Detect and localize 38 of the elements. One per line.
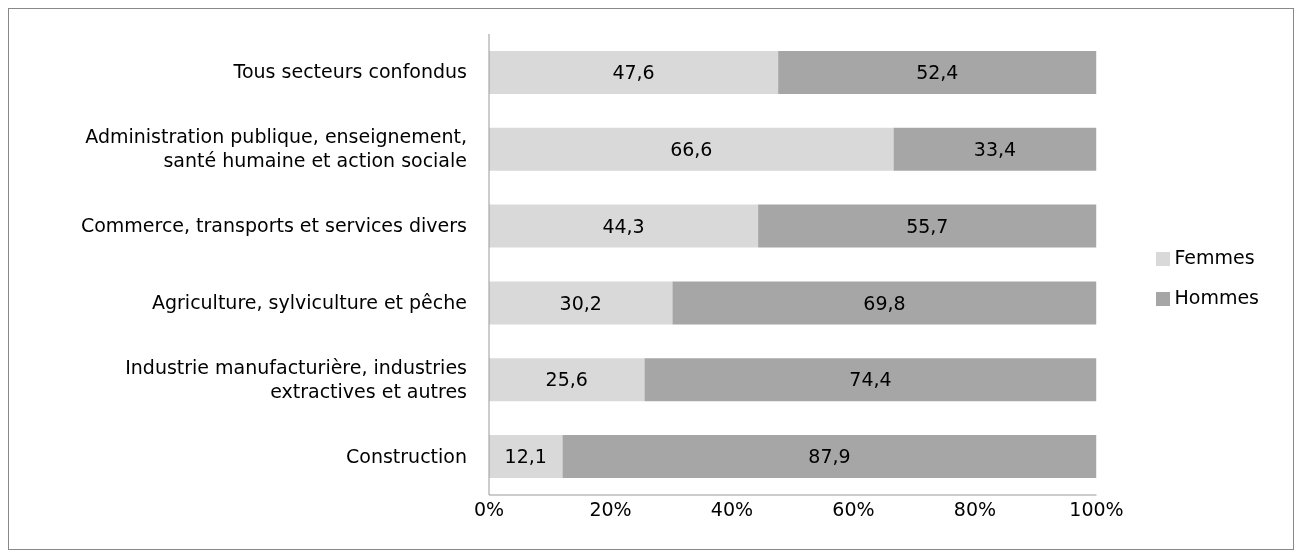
bar <box>489 435 563 479</box>
bar <box>562 435 1097 479</box>
data-label: 47,6 <box>612 61 655 84</box>
bar <box>489 358 645 402</box>
data-label: 52,4 <box>916 61 959 84</box>
legend-label: Hommes <box>1174 286 1259 308</box>
y-tick-label: Construction <box>346 444 467 467</box>
data-label: 55,7 <box>906 214 949 237</box>
bar <box>489 127 894 171</box>
legend-label: Femmes <box>1174 246 1255 268</box>
bar <box>489 281 673 325</box>
data-label: 44,3 <box>602 214 645 237</box>
x-tick-label: 0% <box>473 498 505 521</box>
x-tick-label: 80% <box>953 498 997 521</box>
bar <box>644 358 1097 402</box>
y-tick-label: Agriculture, sylviculture et pêche <box>151 290 467 313</box>
bar <box>758 204 1097 248</box>
bar <box>893 127 1097 171</box>
bar <box>778 50 1097 94</box>
bar <box>489 50 779 94</box>
y-tick-label: Tous secteurs confondus <box>232 60 467 83</box>
y-tick-label: Commerce, transports et services divers <box>80 214 467 237</box>
data-label: 74,4 <box>849 368 892 391</box>
data-label: 12,1 <box>504 445 547 468</box>
x-tick-label: 100% <box>1069 498 1124 521</box>
data-label: 25,6 <box>545 368 588 391</box>
y-tick-label: Administration publique, enseignement, santé humaine et action sociale <box>85 125 467 172</box>
data-label: 69,8 <box>863 291 906 314</box>
x-tick-label: 40% <box>710 498 754 521</box>
bar <box>672 281 1097 325</box>
x-tick-label: 60% <box>832 498 875 521</box>
data-label: 33,4 <box>973 137 1017 160</box>
data-label: 66,6 <box>670 137 713 160</box>
bar <box>489 204 759 248</box>
data-label: 30,2 <box>559 291 602 314</box>
data-label: 87,9 <box>808 445 851 468</box>
y-tick-label: Industrie manufacturière, industries extractives et autres <box>125 355 467 402</box>
x-tick-label: 20% <box>589 498 632 521</box>
